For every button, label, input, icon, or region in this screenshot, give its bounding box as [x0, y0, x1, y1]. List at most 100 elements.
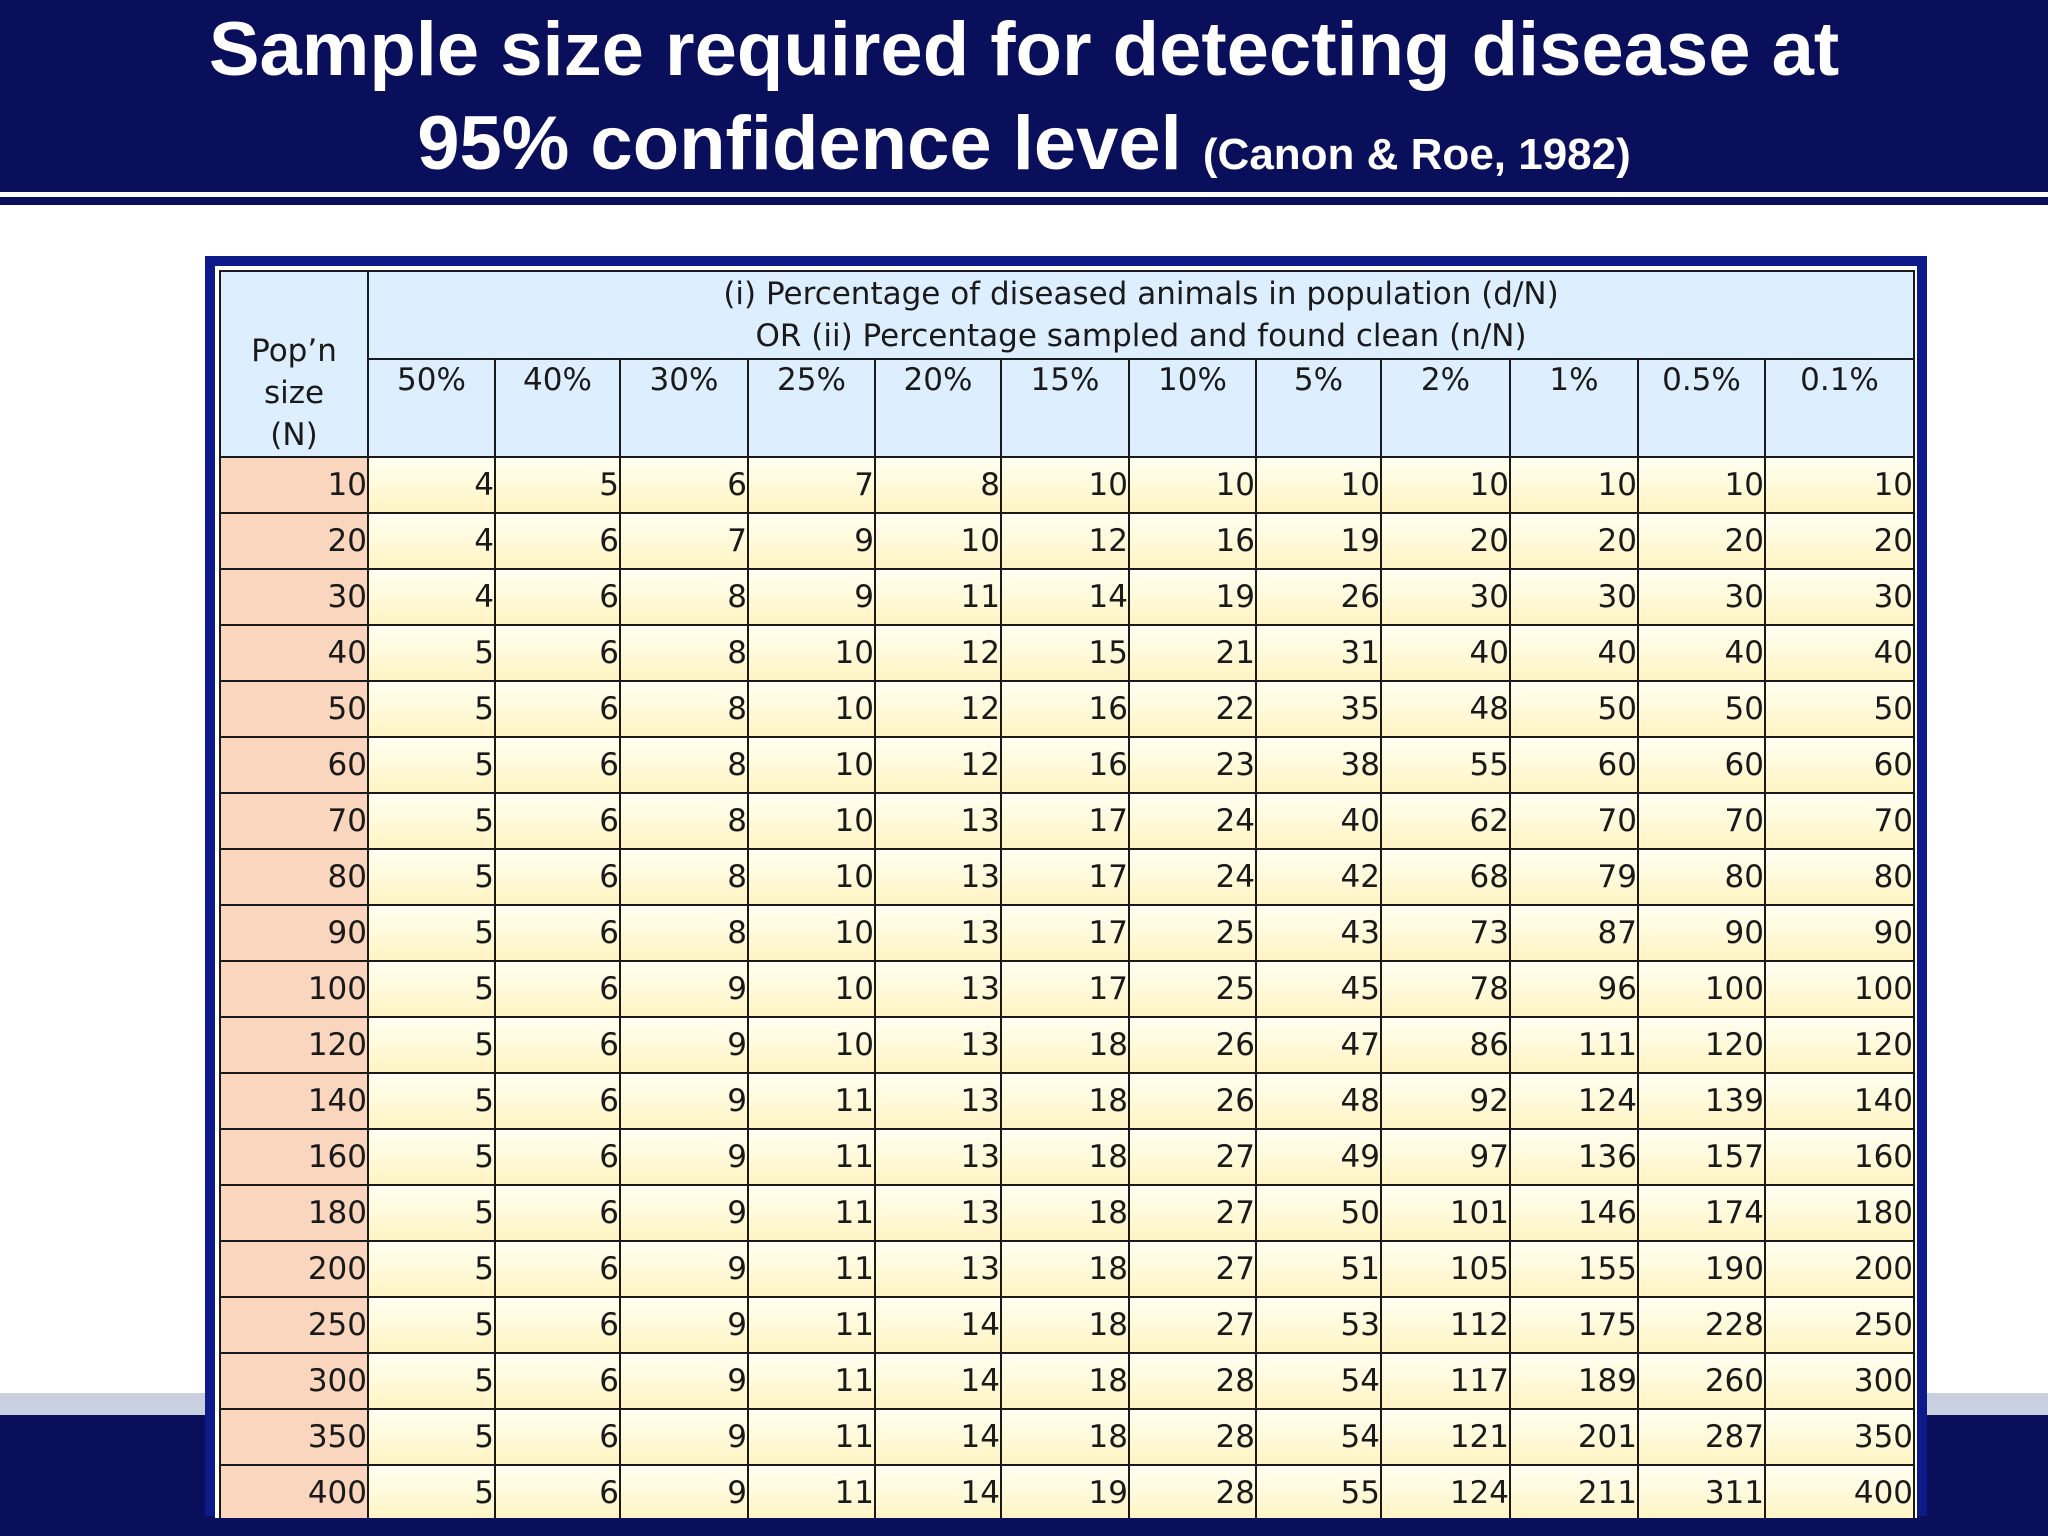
sample-size-cell: 13 [874, 1016, 1002, 1074]
sample-size-cell: 11 [747, 1072, 876, 1130]
sample-size-cell: 10 [747, 904, 876, 962]
population-size-cell: 70 [219, 792, 369, 850]
column-header-50pct: 50% [367, 358, 496, 458]
slide-title-line1: Sample size required for detecting disea… [208, 7, 1840, 92]
sample-size-cell: 9 [619, 1464, 749, 1518]
sample-size-cell: 73 [1380, 904, 1511, 962]
sample-size-cell: 30 [1380, 568, 1511, 626]
sample-size-cell: 27 [1128, 1296, 1257, 1354]
sample-size-cell: 28 [1128, 1464, 1257, 1518]
sample-size-cell: 60 [1509, 736, 1639, 794]
table-row: 120 5 6 9 10 13 18 26 47 86 111 120 120 [219, 1016, 1916, 1074]
sample-size-cell: 27 [1128, 1240, 1257, 1298]
table-row: 140 5 6 9 11 13 18 26 48 92 124 139 140 [219, 1072, 1916, 1130]
table-body: 10 4 5 6 7 8 10 10 10 10 10 10 10 20 4 6 7 9 10 12 16 19 20 20 2… [219, 456, 1916, 1518]
sample-size-cell: 60 [1637, 736, 1766, 794]
column-header-15pct: 15% [1000, 358, 1130, 458]
sample-size-cell: 11 [747, 1464, 876, 1518]
sample-size-cell: 47 [1255, 1016, 1382, 1074]
sample-size-cell: 6 [619, 456, 749, 514]
table-row: 100 5 6 9 10 13 17 25 45 78 96 100 100 [219, 960, 1916, 1018]
sample-size-cell: 160 [1763, 1128, 1916, 1186]
sample-size-cell: 6 [494, 1072, 621, 1130]
sample-size-cell: 20 [1763, 512, 1916, 570]
sample-size-cell: 40 [1380, 624, 1511, 682]
sample-size-cell: 6 [494, 1408, 621, 1466]
sample-size-cell: 43 [1255, 904, 1382, 962]
sample-size-cell: 146 [1509, 1184, 1639, 1242]
sample-size-cell: 12 [874, 624, 1002, 682]
sample-size-cell: 51 [1255, 1240, 1382, 1298]
population-size-cell: 40 [219, 624, 369, 682]
column-header-1pct: 1% [1509, 358, 1639, 458]
sample-size-cell: 9 [619, 1408, 749, 1466]
sample-size-cell: 50 [1255, 1184, 1382, 1242]
sample-size-cell: 5 [367, 960, 496, 1018]
population-size-cell: 100 [219, 960, 369, 1018]
sample-size-cell: 5 [367, 1128, 496, 1186]
sample-size-cell: 400 [1763, 1464, 1916, 1518]
sample-size-cell: 105 [1380, 1240, 1511, 1298]
sample-size-cell: 100 [1763, 960, 1916, 1018]
sample-size-table: Pop’n size (N) (i) Percentage of disease… [219, 270, 1916, 1518]
column-header-25pct: 25% [747, 358, 876, 458]
sample-size-cell: 200 [1763, 1240, 1916, 1298]
table-row: 40 5 6 8 10 12 15 21 31 40 40 40 40 [219, 624, 1916, 682]
sample-size-cell: 6 [494, 512, 621, 570]
sample-size-cell: 9 [619, 1128, 749, 1186]
sample-size-cell: 68 [1380, 848, 1511, 906]
sample-size-cell: 13 [874, 792, 1002, 850]
sample-size-cell: 11 [747, 1184, 876, 1242]
population-size-cell: 300 [219, 1352, 369, 1410]
column-header-40pct: 40% [494, 358, 621, 458]
sample-size-cell: 10 [1509, 456, 1639, 514]
population-size-cell: 20 [219, 512, 369, 570]
column-header-30pct: 30% [619, 358, 749, 458]
sample-size-cell: 13 [874, 1072, 1002, 1130]
sample-size-cell: 18 [1000, 1072, 1130, 1130]
sample-size-cell: 10 [1128, 456, 1257, 514]
sample-size-cell: 79 [1509, 848, 1639, 906]
population-size-cell: 180 [219, 1184, 369, 1242]
table-row: 180 5 6 9 11 13 18 27 50 101 146 174 180 [219, 1184, 1916, 1242]
sample-size-cell: 6 [494, 680, 621, 738]
sample-size-cell: 13 [874, 904, 1002, 962]
sample-size-cell: 4 [367, 456, 496, 514]
sample-size-cell: 5 [367, 848, 496, 906]
sample-size-cell: 14 [874, 1464, 1002, 1518]
sample-size-cell: 14 [874, 1352, 1002, 1410]
table-row: 350 5 6 9 11 14 18 28 54 121 201 287 350 [219, 1408, 1916, 1466]
sample-size-cell: 8 [619, 792, 749, 850]
sample-size-cell: 90 [1637, 904, 1766, 962]
sample-size-cell: 13 [874, 1184, 1002, 1242]
table-row: 200 5 6 9 11 13 18 27 51 105 155 190 200 [219, 1240, 1916, 1298]
sample-size-cell: 50 [1763, 680, 1916, 738]
sample-size-cell: 10 [747, 736, 876, 794]
column-header-0-1pct: 0.1% [1763, 358, 1916, 458]
sample-size-cell: 8 [874, 456, 1002, 514]
sample-size-cell: 124 [1509, 1072, 1639, 1130]
sample-size-cell: 40 [1255, 792, 1382, 850]
sample-size-cell: 96 [1509, 960, 1639, 1018]
percentage-columns-row: 50% 40% 30% 25% 20% 15% 10% 5% 2% 1% 0.5% 0.1% [220, 358, 1916, 458]
slide-title-line2: 95% confidence level (Canon & Roe, 1982) [0, 98, 2048, 201]
sample-size-cell: 5 [494, 456, 621, 514]
table-row: 30 4 6 8 9 11 14 19 26 30 30 30 30 [219, 568, 1916, 626]
table-row: 160 5 6 9 11 13 18 27 49 97 136 157 160 [219, 1128, 1916, 1186]
sample-size-cell: 6 [494, 1240, 621, 1298]
sample-size-cell: 9 [619, 1296, 749, 1354]
sample-size-cell: 100 [1637, 960, 1766, 1018]
sample-size-cell: 11 [874, 568, 1002, 626]
title-citation: (Canon & Roe, 1982) [1202, 130, 1631, 179]
sample-size-cell: 189 [1509, 1352, 1639, 1410]
table-row: 250 5 6 9 11 14 18 27 53 112 175 228 250 [219, 1296, 1916, 1354]
sample-size-cell: 136 [1509, 1128, 1639, 1186]
sample-size-cell: 157 [1637, 1128, 1766, 1186]
sample-size-cell: 9 [619, 960, 749, 1018]
sample-size-cell: 7 [747, 456, 876, 514]
sample-size-cell: 120 [1763, 1016, 1916, 1074]
sample-size-cell: 311 [1637, 1464, 1766, 1518]
sample-size-cell: 300 [1763, 1352, 1916, 1410]
sample-size-cell: 9 [619, 1072, 749, 1130]
sample-size-cell: 19 [1255, 512, 1382, 570]
